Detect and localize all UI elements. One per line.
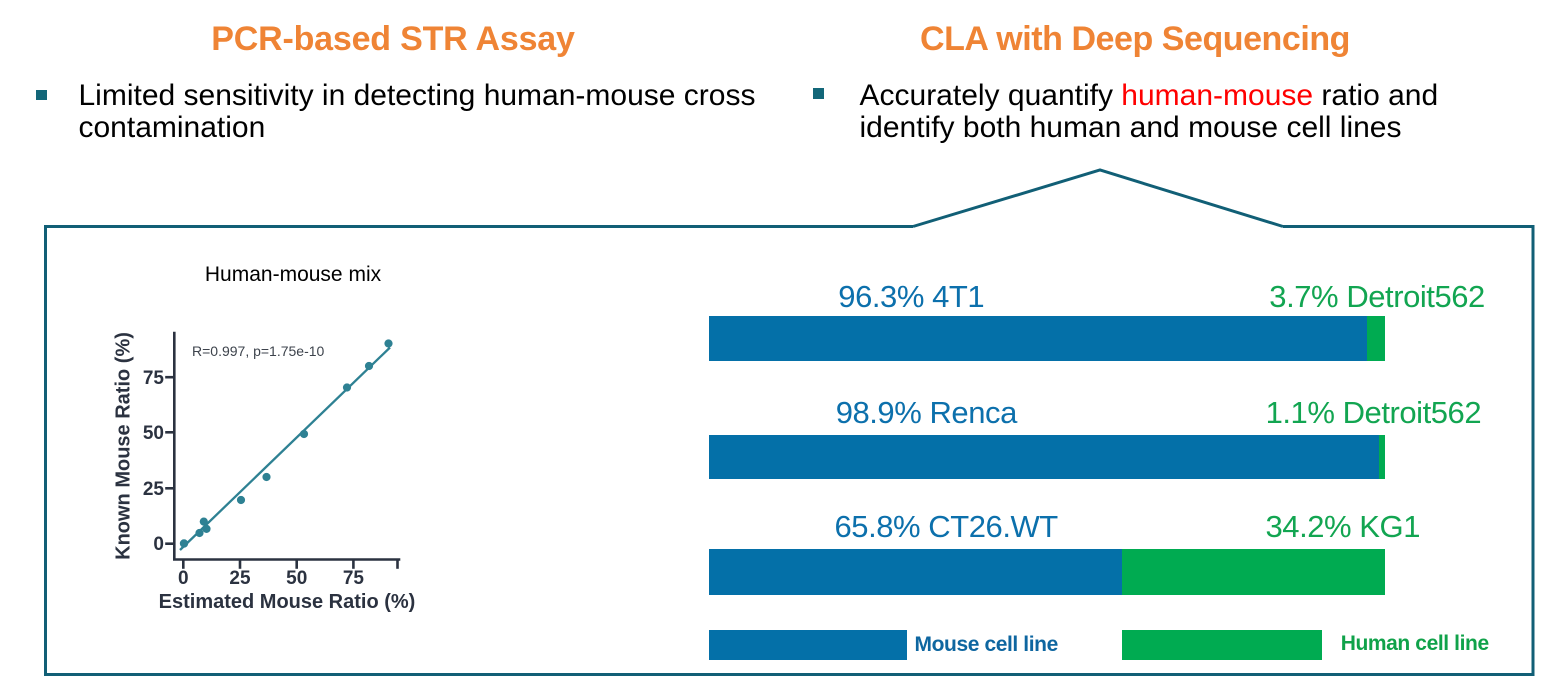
svg-text:75: 75: [343, 568, 365, 589]
svg-text:Human-mouse mix: Human-mouse mix: [205, 263, 382, 286]
svg-text:R=0.997, p=1.75e-10: R=0.997, p=1.75e-10: [192, 343, 325, 359]
svg-text:50: 50: [143, 423, 164, 444]
svg-text:0: 0: [153, 534, 164, 555]
svg-text:25: 25: [229, 568, 251, 589]
svg-text:75: 75: [143, 368, 165, 389]
svg-text:Estimated Mouse Ratio (%): Estimated Mouse Ratio (%): [159, 591, 416, 613]
svg-text:25: 25: [143, 479, 165, 500]
svg-text:0: 0: [178, 568, 189, 589]
svg-text:Known Mouse Ratio (%): Known Mouse Ratio (%): [113, 332, 135, 560]
svg-text:50: 50: [286, 568, 307, 589]
